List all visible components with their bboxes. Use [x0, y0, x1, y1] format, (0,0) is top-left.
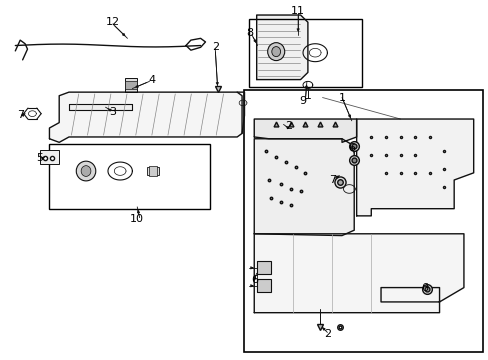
Text: 2: 2: [323, 329, 330, 339]
Bar: [149, 166, 157, 176]
Text: 6: 6: [347, 143, 355, 153]
Text: 3: 3: [109, 107, 116, 117]
Text: 5: 5: [36, 153, 43, 163]
Bar: [125, 81, 137, 89]
Ellipse shape: [271, 46, 280, 57]
Polygon shape: [254, 139, 353, 235]
Polygon shape: [256, 15, 307, 80]
Text: 2: 2: [211, 42, 218, 52]
Text: 9: 9: [299, 96, 306, 106]
Text: 6: 6: [250, 275, 257, 285]
Text: 12: 12: [105, 17, 120, 27]
Text: 2: 2: [284, 121, 291, 131]
Bar: [125, 78, 137, 92]
Polygon shape: [254, 234, 463, 313]
Bar: [244, 90, 483, 352]
Bar: [147, 167, 159, 175]
Text: 4: 4: [148, 75, 155, 85]
Bar: [40, 149, 59, 164]
Ellipse shape: [81, 166, 91, 176]
Bar: [249, 19, 361, 87]
Polygon shape: [254, 119, 356, 142]
Text: 7: 7: [328, 175, 335, 185]
Bar: [256, 261, 271, 274]
Text: 11: 11: [290, 6, 305, 17]
Bar: [49, 144, 210, 209]
Ellipse shape: [76, 161, 96, 181]
Polygon shape: [49, 92, 242, 142]
Polygon shape: [356, 119, 473, 216]
Bar: [256, 279, 271, 292]
Text: 7: 7: [17, 111, 24, 121]
Text: 10: 10: [130, 215, 144, 224]
Text: 6: 6: [421, 283, 427, 293]
Bar: [69, 104, 132, 110]
Text: 8: 8: [245, 28, 252, 38]
Ellipse shape: [267, 42, 284, 60]
Text: 1: 1: [338, 93, 345, 103]
